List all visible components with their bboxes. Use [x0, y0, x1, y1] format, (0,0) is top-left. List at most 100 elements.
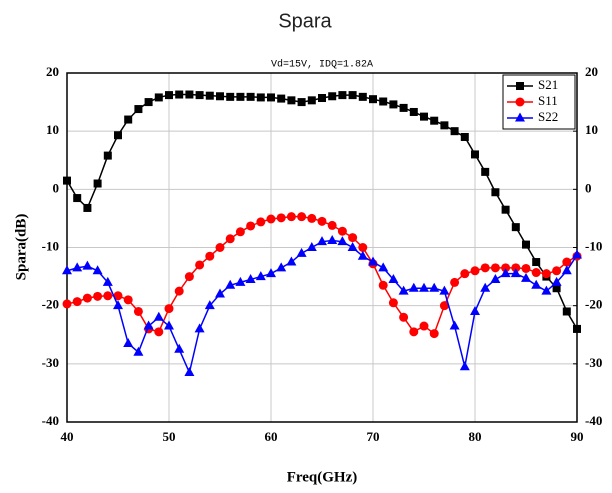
marker	[154, 93, 163, 102]
marker	[491, 188, 500, 197]
marker	[276, 262, 287, 272]
marker	[408, 282, 419, 292]
marker	[572, 249, 582, 259]
series-line	[66, 239, 578, 375]
marker	[480, 263, 490, 273]
marker	[561, 265, 572, 275]
marker	[541, 269, 551, 279]
marker	[379, 97, 388, 106]
marker	[510, 268, 521, 278]
marker	[306, 242, 317, 251]
y-tick-label: -30	[42, 355, 59, 370]
marker	[388, 273, 399, 283]
plot-frame	[66, 72, 578, 423]
marker	[133, 346, 144, 356]
marker	[83, 203, 92, 212]
y-tick-label: -20	[42, 297, 59, 312]
marker	[439, 285, 450, 295]
marker	[481, 167, 490, 176]
y-tick-label: -10	[42, 238, 59, 253]
y-tick-label: 10	[46, 122, 59, 137]
marker	[398, 285, 409, 295]
legend-label: S11	[538, 93, 558, 108]
y2-tick-label: 10	[585, 122, 598, 137]
marker	[562, 257, 572, 267]
series-line	[66, 215, 578, 335]
marker	[460, 132, 469, 141]
marker	[215, 288, 225, 298]
marker	[378, 262, 389, 272]
marker	[450, 277, 460, 287]
marker	[337, 236, 348, 246]
x-tick-label: 70	[367, 429, 380, 444]
marker	[266, 268, 276, 278]
marker	[235, 276, 246, 286]
y2-tick-label: 0	[585, 180, 592, 195]
chart-subtitle: Vd=15V, IDQ=1.82A	[271, 59, 373, 71]
marker	[521, 263, 531, 273]
marker	[134, 105, 143, 114]
marker	[552, 266, 562, 276]
marker	[471, 150, 479, 159]
x-tick-label: 90	[571, 429, 584, 444]
marker	[144, 98, 153, 107]
marker	[195, 91, 204, 100]
marker	[378, 280, 388, 290]
marker	[409, 107, 418, 116]
marker	[216, 92, 224, 101]
marker	[123, 337, 134, 347]
legend-marker	[515, 97, 525, 107]
marker	[348, 233, 358, 243]
marker	[165, 91, 173, 100]
marker	[522, 240, 530, 249]
marker	[337, 226, 347, 236]
marker	[73, 194, 82, 203]
marker	[389, 100, 398, 109]
marker	[205, 91, 214, 100]
marker	[459, 361, 470, 371]
marker	[328, 92, 337, 101]
marker	[449, 320, 460, 330]
x-tick-label: 80	[469, 429, 482, 444]
marker	[347, 242, 358, 251]
marker	[267, 93, 275, 102]
marker	[358, 243, 368, 252]
series-line	[66, 93, 578, 330]
marker	[103, 151, 112, 160]
marker	[276, 213, 286, 223]
marker	[63, 176, 71, 185]
marker	[93, 291, 103, 301]
marker	[399, 312, 409, 322]
legend-label: S22	[538, 109, 558, 124]
marker	[72, 297, 82, 307]
marker	[256, 93, 265, 102]
marker	[369, 95, 377, 104]
marker	[450, 127, 459, 136]
marker	[500, 268, 511, 278]
marker	[531, 279, 542, 289]
x-tick-label: 60	[265, 429, 278, 444]
marker	[470, 266, 480, 276]
marker	[296, 247, 307, 257]
marker	[215, 243, 225, 252]
marker	[317, 236, 327, 246]
marker	[327, 235, 338, 245]
marker	[174, 286, 184, 296]
marker	[93, 179, 102, 188]
marker	[123, 295, 133, 305]
marker	[246, 92, 255, 101]
marker	[297, 212, 307, 222]
marker	[204, 300, 215, 310]
marker	[307, 96, 316, 105]
marker	[256, 217, 266, 227]
marker	[82, 260, 93, 270]
marker	[501, 263, 511, 273]
y-tick-label: 20	[46, 64, 59, 79]
y-axis-label: Spara(dB)	[13, 214, 29, 281]
marker	[72, 262, 83, 272]
marker	[532, 258, 541, 267]
marker	[164, 320, 174, 330]
marker	[470, 305, 480, 315]
marker	[246, 221, 256, 231]
